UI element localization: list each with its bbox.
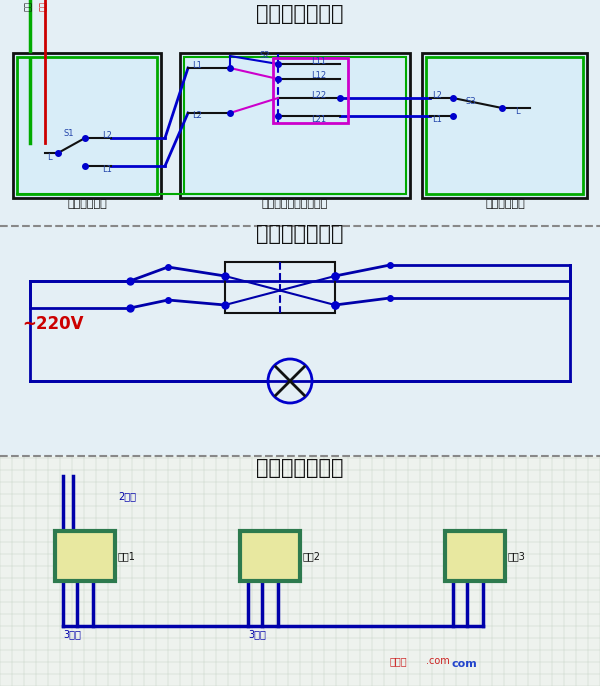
Text: 三控开关接线图: 三控开关接线图 xyxy=(256,4,344,24)
Text: L21: L21 xyxy=(311,115,326,123)
Bar xyxy=(240,531,300,581)
Text: 2根线: 2根线 xyxy=(118,491,136,501)
Bar xyxy=(55,531,115,581)
Text: 接线图: 接线图 xyxy=(390,656,407,666)
Text: L1: L1 xyxy=(102,165,112,174)
Bar xyxy=(17,57,157,194)
Text: S2: S2 xyxy=(260,51,271,60)
Text: L2: L2 xyxy=(192,112,202,121)
Text: L: L xyxy=(47,152,52,161)
Bar xyxy=(0,0,600,226)
Text: 开关2: 开关2 xyxy=(303,551,321,561)
Text: S3: S3 xyxy=(465,97,476,106)
Bar xyxy=(0,226,600,456)
Bar xyxy=(225,262,335,313)
Text: 3根线: 3根线 xyxy=(248,629,266,639)
Text: L1: L1 xyxy=(432,115,442,123)
Text: com: com xyxy=(452,659,478,669)
Text: L: L xyxy=(515,106,520,115)
Text: 三控开关原理图: 三控开关原理图 xyxy=(256,224,344,244)
Text: L12: L12 xyxy=(311,71,326,80)
Text: 三控开关布线图: 三控开关布线图 xyxy=(256,458,344,478)
Text: L1: L1 xyxy=(192,62,202,71)
Text: 单开双控开关: 单开双控开关 xyxy=(67,199,107,209)
Bar xyxy=(273,58,348,123)
Text: L22: L22 xyxy=(311,91,326,99)
Text: L2: L2 xyxy=(102,130,112,139)
Bar xyxy=(426,57,583,194)
Text: ~220V: ~220V xyxy=(22,315,83,333)
Bar xyxy=(180,53,410,198)
Text: 单开双控开关: 单开双控开关 xyxy=(485,199,525,209)
Text: L11: L11 xyxy=(311,56,326,65)
Bar xyxy=(184,57,406,194)
Text: 中途开关（三控开关）: 中途开关（三控开关） xyxy=(262,199,328,209)
Text: 相线: 相线 xyxy=(23,1,32,11)
Bar xyxy=(13,53,161,198)
Text: 火线: 火线 xyxy=(38,1,47,11)
Text: 3根线: 3根线 xyxy=(63,629,81,639)
Text: 开关3: 开关3 xyxy=(508,551,526,561)
Text: S1: S1 xyxy=(63,128,74,137)
Bar xyxy=(445,531,505,581)
Bar xyxy=(422,53,587,198)
Text: L2: L2 xyxy=(432,91,442,99)
Text: .com: .com xyxy=(426,656,450,666)
Text: 开关1: 开关1 xyxy=(118,551,136,561)
